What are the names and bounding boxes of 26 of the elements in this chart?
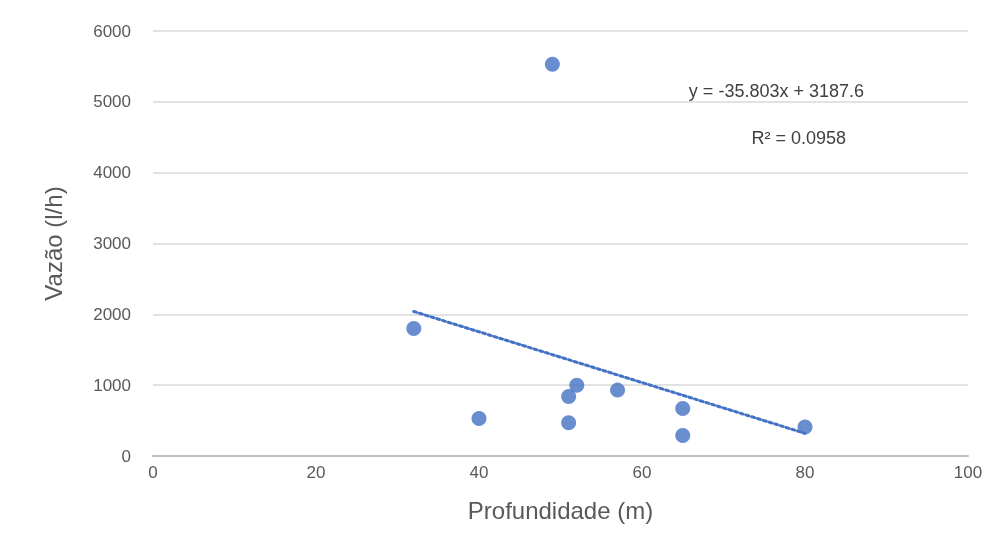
annotation: y = -35.803x + 3187.6 bbox=[688, 81, 865, 101]
point bbox=[569, 377, 585, 393]
y-tick-label: 6000 bbox=[93, 21, 131, 41]
point bbox=[561, 415, 577, 431]
point bbox=[471, 410, 487, 426]
y-tick-label: 2000 bbox=[93, 304, 131, 324]
x-tick-label: 0 bbox=[148, 463, 158, 482]
y-tick-label: 0 bbox=[121, 446, 131, 466]
point bbox=[406, 321, 422, 336]
y-tick-label: 3000 bbox=[93, 234, 131, 253]
annotation: R² = 0.0958 bbox=[751, 128, 846, 148]
x-tick-label: 20 bbox=[306, 463, 326, 482]
point bbox=[610, 382, 626, 398]
y-axis-title: Vazão (l/h) bbox=[39, 186, 67, 301]
x-tick-label: 40 bbox=[469, 463, 489, 482]
point bbox=[675, 401, 691, 417]
point bbox=[675, 427, 691, 443]
y-tick-label: 5000 bbox=[93, 92, 131, 112]
x-tick-label: 100 bbox=[953, 463, 983, 482]
point bbox=[544, 56, 560, 72]
y-tick-label: 1000 bbox=[93, 375, 131, 395]
y-tick-label: 4000 bbox=[93, 163, 131, 183]
x-axis-title: Profundidade (m) bbox=[467, 496, 654, 524]
x-tick-label: 80 bbox=[795, 463, 815, 482]
point bbox=[561, 389, 577, 404]
x-tick-label: 60 bbox=[632, 463, 652, 482]
